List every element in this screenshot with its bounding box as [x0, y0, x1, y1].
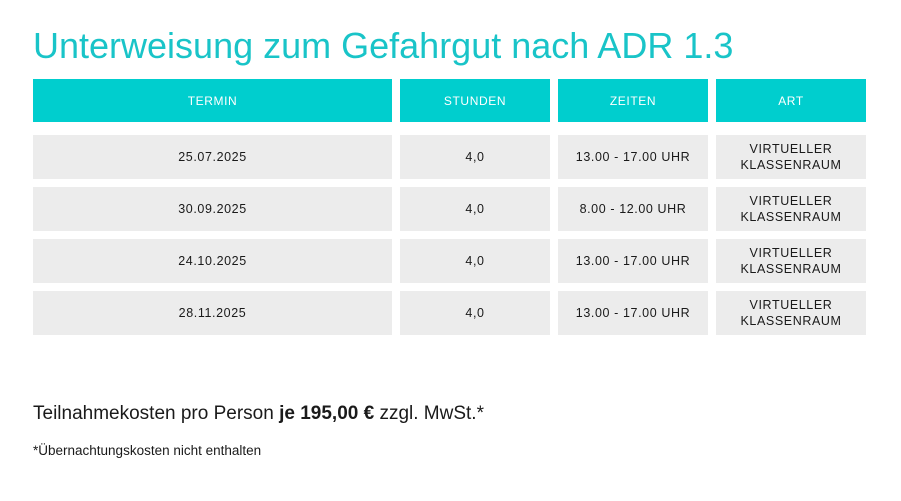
cell-art-line2: KLASSENRAUM [740, 158, 842, 172]
cell-zeiten: 13.00 - 17.00 UHR [558, 291, 708, 335]
cell-art-line1: VIRTUELLER [749, 298, 833, 312]
price-suffix: zzgl. MwSt.* [374, 403, 484, 424]
cell-zeiten: 8.00 - 12.00 UHR [558, 187, 708, 231]
cell-stunden: 4,0 [400, 291, 550, 335]
cell-art-line2: KLASSENRAUM [740, 314, 842, 328]
cell-termin: 25.07.2025 [33, 135, 392, 179]
schedule-table: TERMIN STUNDEN ZEITEN ART 25.07.2025 4,0… [33, 79, 866, 343]
table-row: 24.10.2025 4,0 13.00 - 17.00 UHR VIRTUEL… [33, 239, 866, 283]
price-line: Teilnahmekosten pro Person je 195,00 € z… [33, 401, 484, 427]
cell-art-line1: VIRTUELLER [749, 246, 833, 260]
header-art: ART [716, 79, 866, 122]
cell-stunden: 4,0 [400, 239, 550, 283]
cell-stunden: 4,0 [400, 187, 550, 231]
header-zeiten: ZEITEN [558, 79, 708, 122]
cell-art-line2: KLASSENRAUM [740, 210, 842, 224]
cell-zeiten: 13.00 - 17.00 UHR [558, 135, 708, 179]
header-termin: TERMIN [33, 79, 392, 122]
table-row: 30.09.2025 4,0 8.00 - 12.00 UHR VIRTUELL… [33, 187, 866, 231]
cell-termin: 28.11.2025 [33, 291, 392, 335]
footnote: *Übernachtungskosten nicht enthalten [33, 443, 262, 458]
table-row: 28.11.2025 4,0 13.00 - 17.00 UHR VIRTUEL… [33, 291, 866, 335]
price-amount: je 195,00 € [279, 403, 375, 424]
page-title: Unterweisung zum Gefahrgut nach ADR 1.3 [33, 25, 734, 66]
cell-art: VIRTUELLER KLASSENRAUM [716, 239, 866, 283]
header-stunden: STUNDEN [400, 79, 550, 122]
table-header-row: TERMIN STUNDEN ZEITEN ART [33, 79, 866, 122]
table-row: 25.07.2025 4,0 13.00 - 17.00 UHR VIRTUEL… [33, 135, 866, 179]
price-prefix: Teilnahmekosten pro Person [33, 403, 280, 424]
cell-zeiten: 13.00 - 17.00 UHR [558, 239, 708, 283]
cell-art: VIRTUELLER KLASSENRAUM [716, 187, 866, 231]
cell-termin: 24.10.2025 [33, 239, 392, 283]
cell-termin: 30.09.2025 [33, 187, 392, 231]
cell-art: VIRTUELLER KLASSENRAUM [716, 135, 866, 179]
cell-stunden: 4,0 [400, 135, 550, 179]
cell-art: VIRTUELLER KLASSENRAUM [716, 291, 866, 335]
cell-art-line1: VIRTUELLER [749, 194, 833, 208]
cell-art-line2: KLASSENRAUM [740, 262, 842, 276]
cell-art-line1: VIRTUELLER [749, 142, 833, 156]
